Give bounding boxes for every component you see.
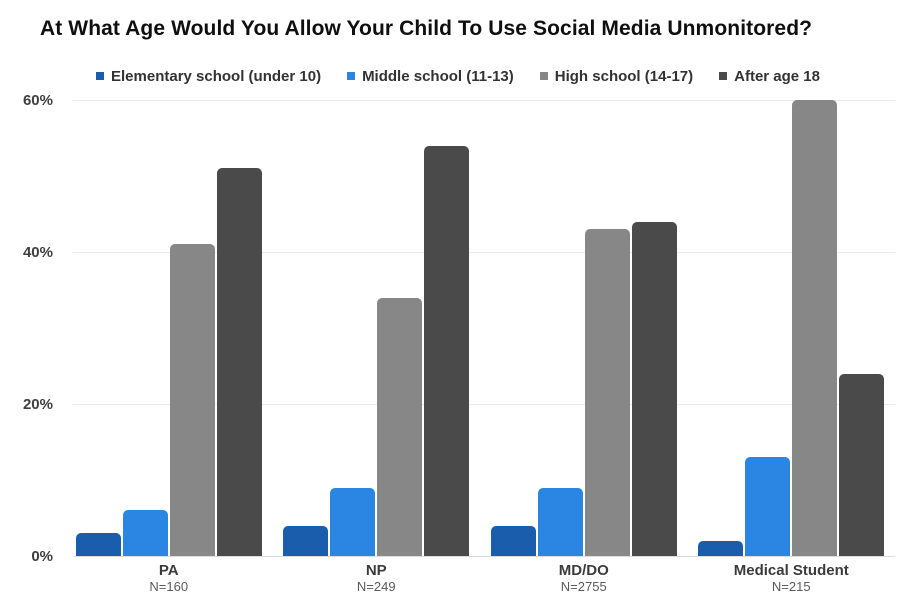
legend-label: After age 18 bbox=[734, 67, 820, 85]
legend-label: Middle school (11-13) bbox=[362, 67, 514, 85]
bar-groups bbox=[65, 100, 895, 556]
category-label: Medical Student bbox=[733, 562, 849, 579]
legend-label: High school (14-17) bbox=[554, 67, 694, 85]
category-label: MD/DO bbox=[558, 562, 609, 579]
sample-size-label: N=249 bbox=[356, 579, 396, 594]
bar-group-np bbox=[273, 100, 481, 556]
category-label: PA bbox=[158, 562, 179, 579]
y-axis-tick-0: 0% bbox=[31, 548, 53, 565]
legend-swatch-icon bbox=[539, 72, 548, 80]
x-axis-labels: PA N=160 NP N=249 MD/DO N=2755 Medical Student… bbox=[65, 562, 895, 595]
x-axis-label-np: NP N=249 bbox=[273, 562, 481, 595]
bar-np-middle-school-11-13 bbox=[330, 487, 376, 556]
bar-group-medical-student bbox=[688, 100, 896, 556]
bar-medical-student-middle-school-11-13 bbox=[745, 457, 791, 556]
legend-swatch-icon bbox=[96, 72, 104, 80]
bar-np-elementary-school-under-10 bbox=[283, 525, 329, 556]
bar-np-high-school-14-17 bbox=[377, 297, 423, 556]
sample-size-label: N=160 bbox=[149, 579, 189, 594]
legend-swatch-icon bbox=[347, 72, 356, 80]
bar-md-do-elementary-school-under-10 bbox=[490, 525, 536, 556]
gridline-0 bbox=[73, 555, 895, 557]
y-axis-tick-60: 60% bbox=[22, 92, 53, 109]
legend-swatch-icon bbox=[719, 72, 728, 80]
gridline-20 bbox=[73, 403, 895, 405]
bar-pa-middle-school-11-13 bbox=[122, 510, 168, 556]
bar-pa-high-school-14-17 bbox=[169, 244, 215, 556]
sample-size-label: N=2755 bbox=[560, 579, 607, 594]
x-axis-label-md-do: MD/DO N=2755 bbox=[480, 562, 688, 595]
chart-title: At What Age Would You Allow Your Child T… bbox=[40, 17, 813, 40]
legend-item-high-school-14-17: High school (14-17) bbox=[539, 67, 694, 85]
plot-area: 0% 20% 40% 60% bbox=[23, 92, 895, 565]
legend-item-after-age-18: After age 18 bbox=[719, 68, 820, 85]
y-axis-tick-40: 40% bbox=[22, 244, 53, 262]
x-axis-label-pa: PA N=160 bbox=[65, 562, 273, 595]
bar-np-after-age-18 bbox=[424, 145, 470, 556]
bar-medical-student-after-age-18 bbox=[839, 373, 885, 556]
bar-group-pa bbox=[65, 100, 273, 556]
legend-item-middle-school-11-13: Middle school (11-13) bbox=[347, 68, 514, 85]
bar-md-do-middle-school-11-13 bbox=[537, 487, 583, 556]
bar-medical-student-high-school-14-17 bbox=[792, 100, 838, 556]
bar-pa-after-age-18 bbox=[216, 168, 262, 556]
sample-size-label: N=215 bbox=[771, 579, 811, 594]
y-axis-tick-20: 20% bbox=[22, 396, 53, 414]
legend: Elementary school (under 10) Middle schoo… bbox=[0, 66, 916, 86]
x-axis-label-medical-student: Medical Student N=215 bbox=[688, 562, 896, 595]
legend-item-elementary-school-under-10: Elementary school (under 10) bbox=[96, 68, 321, 85]
bar-md-do-after-age-18 bbox=[631, 221, 677, 556]
gridline-60 bbox=[73, 99, 895, 101]
bar-pa-elementary-school-under-10 bbox=[75, 533, 121, 556]
bar-group-md-do bbox=[480, 100, 688, 556]
bar-medical-student-elementary-school-under-10 bbox=[698, 540, 744, 556]
legend-label: Elementary school (under 10) bbox=[111, 67, 322, 85]
category-label: NP bbox=[365, 562, 387, 579]
gridline-40 bbox=[73, 251, 895, 253]
bar-md-do-high-school-14-17 bbox=[584, 229, 630, 556]
